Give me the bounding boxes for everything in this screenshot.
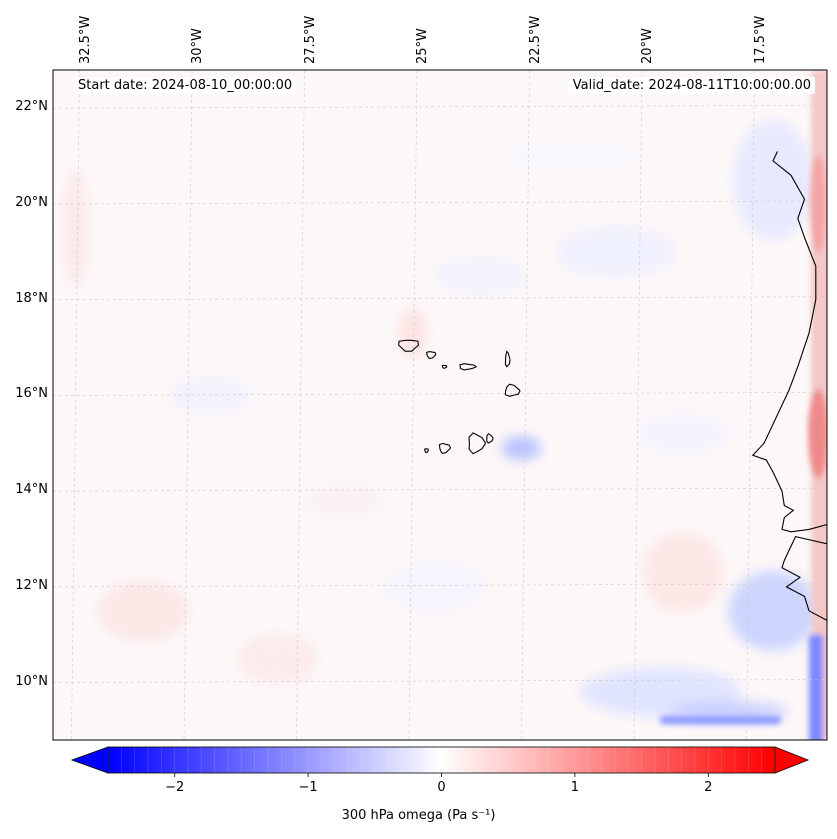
colorbar	[70, 746, 810, 777]
lon-tick-label: 17.5°W	[752, 15, 768, 64]
omega-blob	[305, 485, 386, 516]
lon-tick-label: 32.5°W	[77, 15, 93, 64]
island-sao-vicente	[426, 351, 437, 360]
omega-blob	[170, 377, 251, 414]
colorbar-extend-low	[70, 746, 109, 774]
lat-tick-label: 10°N	[15, 673, 48, 689]
colorbar-tick-label: −1	[298, 780, 318, 795]
coastline	[398, 151, 827, 621]
graticule	[53, 70, 827, 740]
colorbar-tick-label: −2	[165, 780, 185, 795]
meridian-line	[71, 70, 80, 740]
colorbar-extend-high	[774, 746, 810, 774]
colorbar-variable: 300 hPa omega	[341, 808, 443, 823]
omega-blob	[501, 436, 541, 461]
omega-blob	[555, 226, 676, 277]
omega-edge-max	[810, 154, 826, 254]
lat-tick-label: 16°N	[15, 386, 48, 402]
meridian-line	[183, 70, 193, 740]
island-sao-nicolau	[459, 363, 477, 371]
start-date-label: Start date: 2024-08-10_00:00:00	[74, 77, 297, 94]
colorbar-tick-label: 1	[570, 780, 580, 795]
omega-blob	[98, 580, 188, 641]
omega-blob	[733, 120, 813, 241]
omega-south-min	[660, 716, 781, 725]
omega-edge-max	[808, 388, 827, 479]
lat-tick-label: 14°N	[15, 482, 48, 498]
lon-tick-label: 20°W	[640, 28, 655, 64]
omega-blob	[63, 167, 88, 288]
colorbar-tick-label: 2	[704, 780, 713, 795]
omega-blob	[435, 257, 526, 294]
colorbar-tick-label: 0	[437, 780, 446, 795]
meridian-line	[408, 70, 418, 740]
omega-blob	[638, 413, 728, 454]
map-frame	[52, 69, 828, 741]
meridian-line	[633, 70, 643, 740]
island-santiago	[468, 432, 487, 455]
island-santo-antao	[398, 339, 420, 352]
meridian-line	[296, 70, 305, 740]
colorbar-label: 300 hPa omega (Pa s⁻¹)	[0, 808, 837, 823]
omega-blob	[238, 633, 318, 684]
island-maio	[486, 432, 494, 444]
colorbar-units: (Pa s⁻¹)	[447, 808, 496, 823]
island-boa-vista	[504, 383, 521, 397]
lat-tick-label: 12°N	[15, 577, 48, 593]
omega-edge-min	[809, 634, 823, 740]
omega-blob	[399, 308, 427, 359]
island-sal	[504, 350, 511, 368]
lon-tick-label: 25°W	[415, 28, 430, 64]
africa-coastline	[751, 151, 827, 621]
lat-tick-label: 18°N	[15, 290, 48, 306]
island-fogo	[438, 442, 452, 455]
meridian-line	[521, 70, 530, 740]
lat-tick-label: 22°N	[15, 99, 48, 115]
omega-blob	[500, 141, 641, 172]
lon-tick-label: 30°W	[190, 28, 205, 64]
island-santa-luzia	[441, 364, 448, 369]
island-brava	[424, 448, 429, 454]
omega-blob	[385, 561, 486, 612]
omega-blob	[643, 532, 723, 613]
valid-date-label: Valid_date: 2024-08-11T10:00:00.00	[568, 77, 815, 94]
lat-tick-label: 20°N	[15, 195, 48, 210]
lon-tick-label: 27.5°W	[302, 15, 318, 64]
lon-tick-label: 22.5°W	[527, 15, 543, 64]
omega-field	[53, 70, 827, 740]
omega-blob	[728, 570, 818, 651]
meridian-line	[746, 70, 755, 740]
